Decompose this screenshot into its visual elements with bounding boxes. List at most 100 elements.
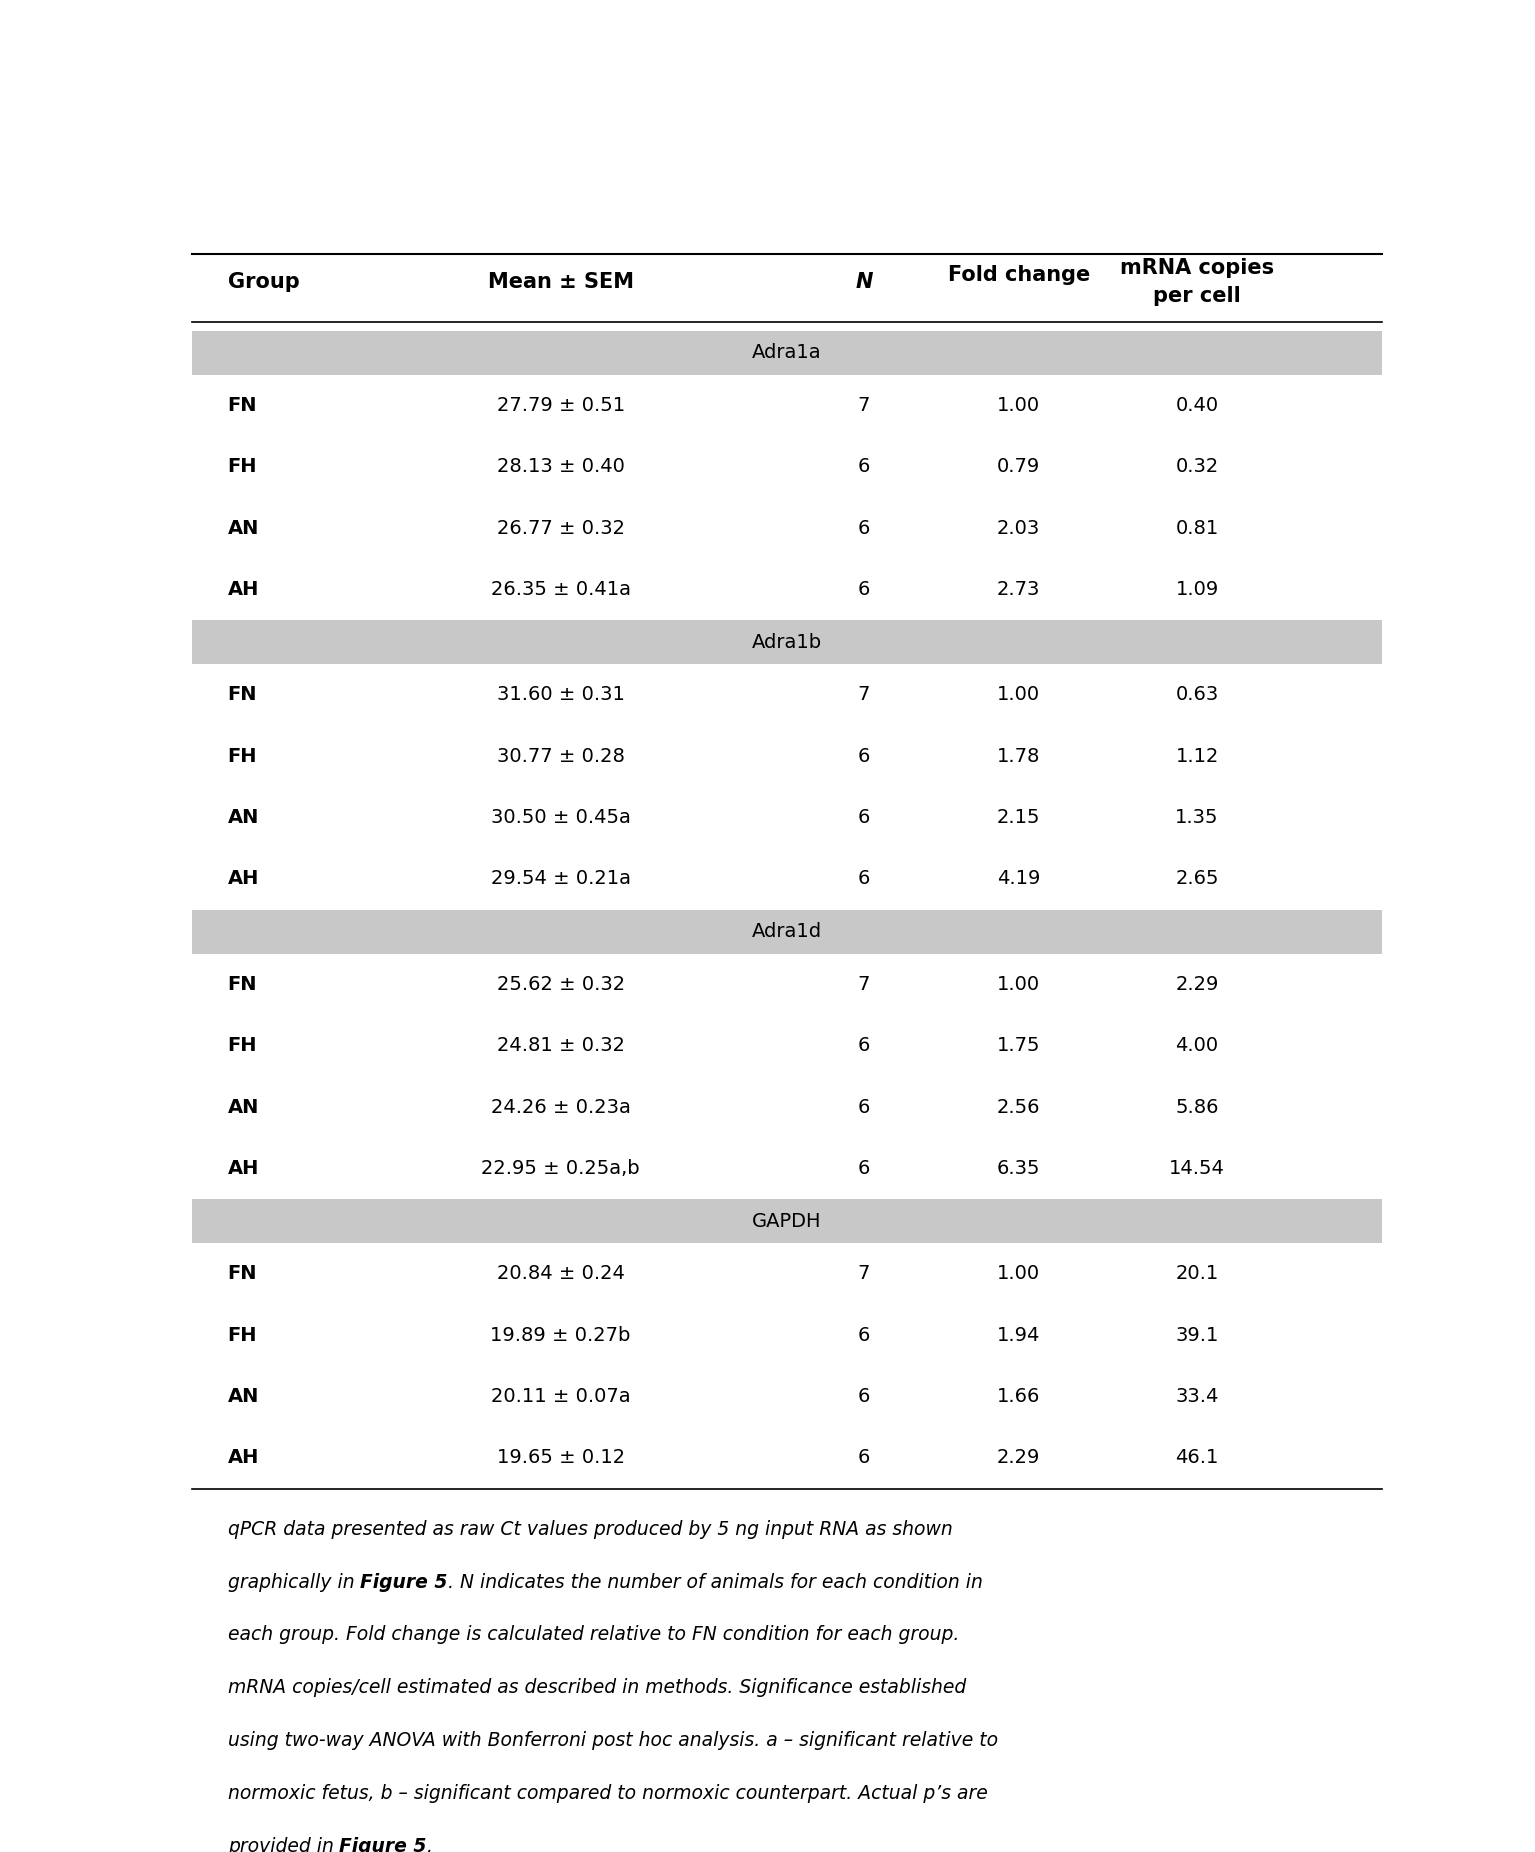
Text: 0.63: 0.63 [1176, 685, 1219, 704]
Text: 7: 7 [858, 685, 870, 704]
Bar [192, 909, 1382, 954]
Text: FH: FH [227, 1037, 256, 1056]
Text: 26.35 ± 0.41a: 26.35 ± 0.41a [491, 580, 631, 598]
Text: AH: AH [227, 1448, 259, 1467]
Text: 6: 6 [858, 457, 870, 476]
Text: 24.81 ± 0.32: 24.81 ± 0.32 [497, 1037, 625, 1056]
Text: Adra1d: Adra1d [752, 922, 821, 941]
Text: FN: FN [227, 1265, 256, 1283]
Text: N indicates the number of animals for each condition in: N indicates the number of animals for ea… [459, 1572, 982, 1591]
Text: N: N [855, 272, 873, 293]
Text: AH: AH [227, 1159, 259, 1178]
Text: 2.29: 2.29 [1176, 974, 1219, 995]
Text: 6: 6 [858, 869, 870, 889]
Text: 1.66: 1.66 [996, 1387, 1041, 1406]
Text: 6: 6 [858, 1037, 870, 1056]
Text: Fold change: Fold change [947, 265, 1090, 285]
Text: 4.00: 4.00 [1176, 1037, 1219, 1056]
Text: 22.95 ± 0.25a,b: 22.95 ± 0.25a,b [482, 1159, 640, 1178]
Text: each group. Fold change is calculated relative to FN condition for each group.: each group. Fold change is calculated re… [227, 1626, 959, 1645]
Text: 0.81: 0.81 [1176, 519, 1219, 537]
Text: 6: 6 [858, 746, 870, 765]
Text: 2.73: 2.73 [996, 580, 1041, 598]
Text: Figure 5: Figure 5 [339, 1837, 427, 1852]
Text: 1.94: 1.94 [996, 1326, 1041, 1345]
Text: Adra1a: Adra1a [752, 343, 821, 363]
Text: 33.4: 33.4 [1176, 1387, 1219, 1406]
Text: 19.89 ± 0.27b: 19.89 ± 0.27b [491, 1326, 631, 1345]
Text: mRNA copies: mRNA copies [1121, 257, 1274, 278]
Text: 0.40: 0.40 [1176, 396, 1219, 415]
Text: provided in: provided in [227, 1837, 339, 1852]
Text: 29.54 ± 0.21a: 29.54 ± 0.21a [491, 869, 631, 889]
Text: AN: AN [227, 807, 259, 828]
Bar [192, 620, 1382, 665]
Text: 1.00: 1.00 [998, 685, 1041, 704]
Text: 7: 7 [858, 396, 870, 415]
Text: 14.54: 14.54 [1170, 1159, 1225, 1178]
Text: .: . [448, 1572, 459, 1591]
Text: AN: AN [227, 1098, 259, 1117]
Text: 1.78: 1.78 [996, 746, 1041, 765]
Text: 6: 6 [858, 580, 870, 598]
Text: 20.1: 20.1 [1176, 1265, 1219, 1283]
Text: 20.84 ± 0.24: 20.84 ± 0.24 [497, 1265, 625, 1283]
Text: mRNA copies/cell estimated as described in methods. Significance established: mRNA copies/cell estimated as described … [227, 1678, 966, 1696]
Text: FN: FN [227, 396, 256, 415]
Text: 6: 6 [858, 519, 870, 537]
Text: 1.00: 1.00 [998, 1265, 1041, 1283]
Text: per cell: per cell [1153, 287, 1240, 306]
Text: 39.1: 39.1 [1176, 1326, 1219, 1345]
Text: 46.1: 46.1 [1176, 1448, 1219, 1467]
Text: 7: 7 [858, 974, 870, 995]
Text: FN: FN [227, 974, 256, 995]
Text: 1.75: 1.75 [996, 1037, 1041, 1056]
Text: Figure 5: Figure 5 [361, 1572, 448, 1591]
Text: using two-way ANOVA with Bonferroni post hoc analysis. a – significant relative : using two-way ANOVA with Bonferroni post… [227, 1732, 998, 1750]
Text: 24.26 ± 0.23a: 24.26 ± 0.23a [491, 1098, 631, 1117]
Text: 6: 6 [858, 1387, 870, 1406]
Text: 6: 6 [858, 1098, 870, 1117]
Text: .: . [427, 1837, 433, 1852]
Text: 31.60 ± 0.31: 31.60 ± 0.31 [497, 685, 625, 704]
Text: 0.32: 0.32 [1176, 457, 1219, 476]
Text: 7: 7 [858, 1265, 870, 1283]
Text: AN: AN [227, 519, 259, 537]
Text: 6: 6 [858, 1448, 870, 1467]
Text: 1.00: 1.00 [998, 974, 1041, 995]
Text: Adra1b: Adra1b [752, 633, 821, 652]
Text: Mean ± SEM: Mean ± SEM [488, 272, 634, 293]
Text: 6: 6 [858, 807, 870, 828]
Text: 4.19: 4.19 [996, 869, 1041, 889]
Text: 0.79: 0.79 [998, 457, 1041, 476]
Text: 28.13 ± 0.40: 28.13 ± 0.40 [497, 457, 625, 476]
Text: 2.15: 2.15 [996, 807, 1041, 828]
Text: AN: AN [227, 1387, 259, 1406]
Text: graphically in: graphically in [227, 1572, 361, 1591]
Text: 6.35: 6.35 [996, 1159, 1041, 1178]
Text: GAPDH: GAPDH [752, 1211, 821, 1232]
Text: 26.77 ± 0.32: 26.77 ± 0.32 [497, 519, 625, 537]
Text: Group: Group [227, 272, 299, 293]
Text: FH: FH [227, 457, 256, 476]
Text: 2.65: 2.65 [1176, 869, 1219, 889]
Text: 6: 6 [858, 1159, 870, 1178]
Bar [192, 332, 1382, 374]
Text: 27.79 ± 0.51: 27.79 ± 0.51 [497, 396, 625, 415]
Text: 1.12: 1.12 [1176, 746, 1219, 765]
Text: qPCR data presented as raw Ct values produced by 5 ng input RNA as shown: qPCR data presented as raw Ct values pro… [227, 1520, 952, 1539]
Text: 2.56: 2.56 [996, 1098, 1041, 1117]
Text: 2.29: 2.29 [996, 1448, 1041, 1467]
Text: FN: FN [227, 685, 256, 704]
Text: 20.11 ± 0.07a: 20.11 ± 0.07a [491, 1387, 631, 1406]
Text: 2.03: 2.03 [998, 519, 1041, 537]
Text: 1.00: 1.00 [998, 396, 1041, 415]
Text: normoxic fetus, b – significant compared to normoxic counterpart. Actual p’s are: normoxic fetus, b – significant compared… [227, 1783, 987, 1802]
Text: FH: FH [227, 1326, 256, 1345]
Text: AH: AH [227, 869, 259, 889]
Text: 1.35: 1.35 [1176, 807, 1219, 828]
Text: 30.50 ± 0.45a: 30.50 ± 0.45a [491, 807, 631, 828]
Text: 25.62 ± 0.32: 25.62 ± 0.32 [497, 974, 625, 995]
Text: 1.09: 1.09 [1176, 580, 1219, 598]
Text: 5.86: 5.86 [1176, 1098, 1219, 1117]
